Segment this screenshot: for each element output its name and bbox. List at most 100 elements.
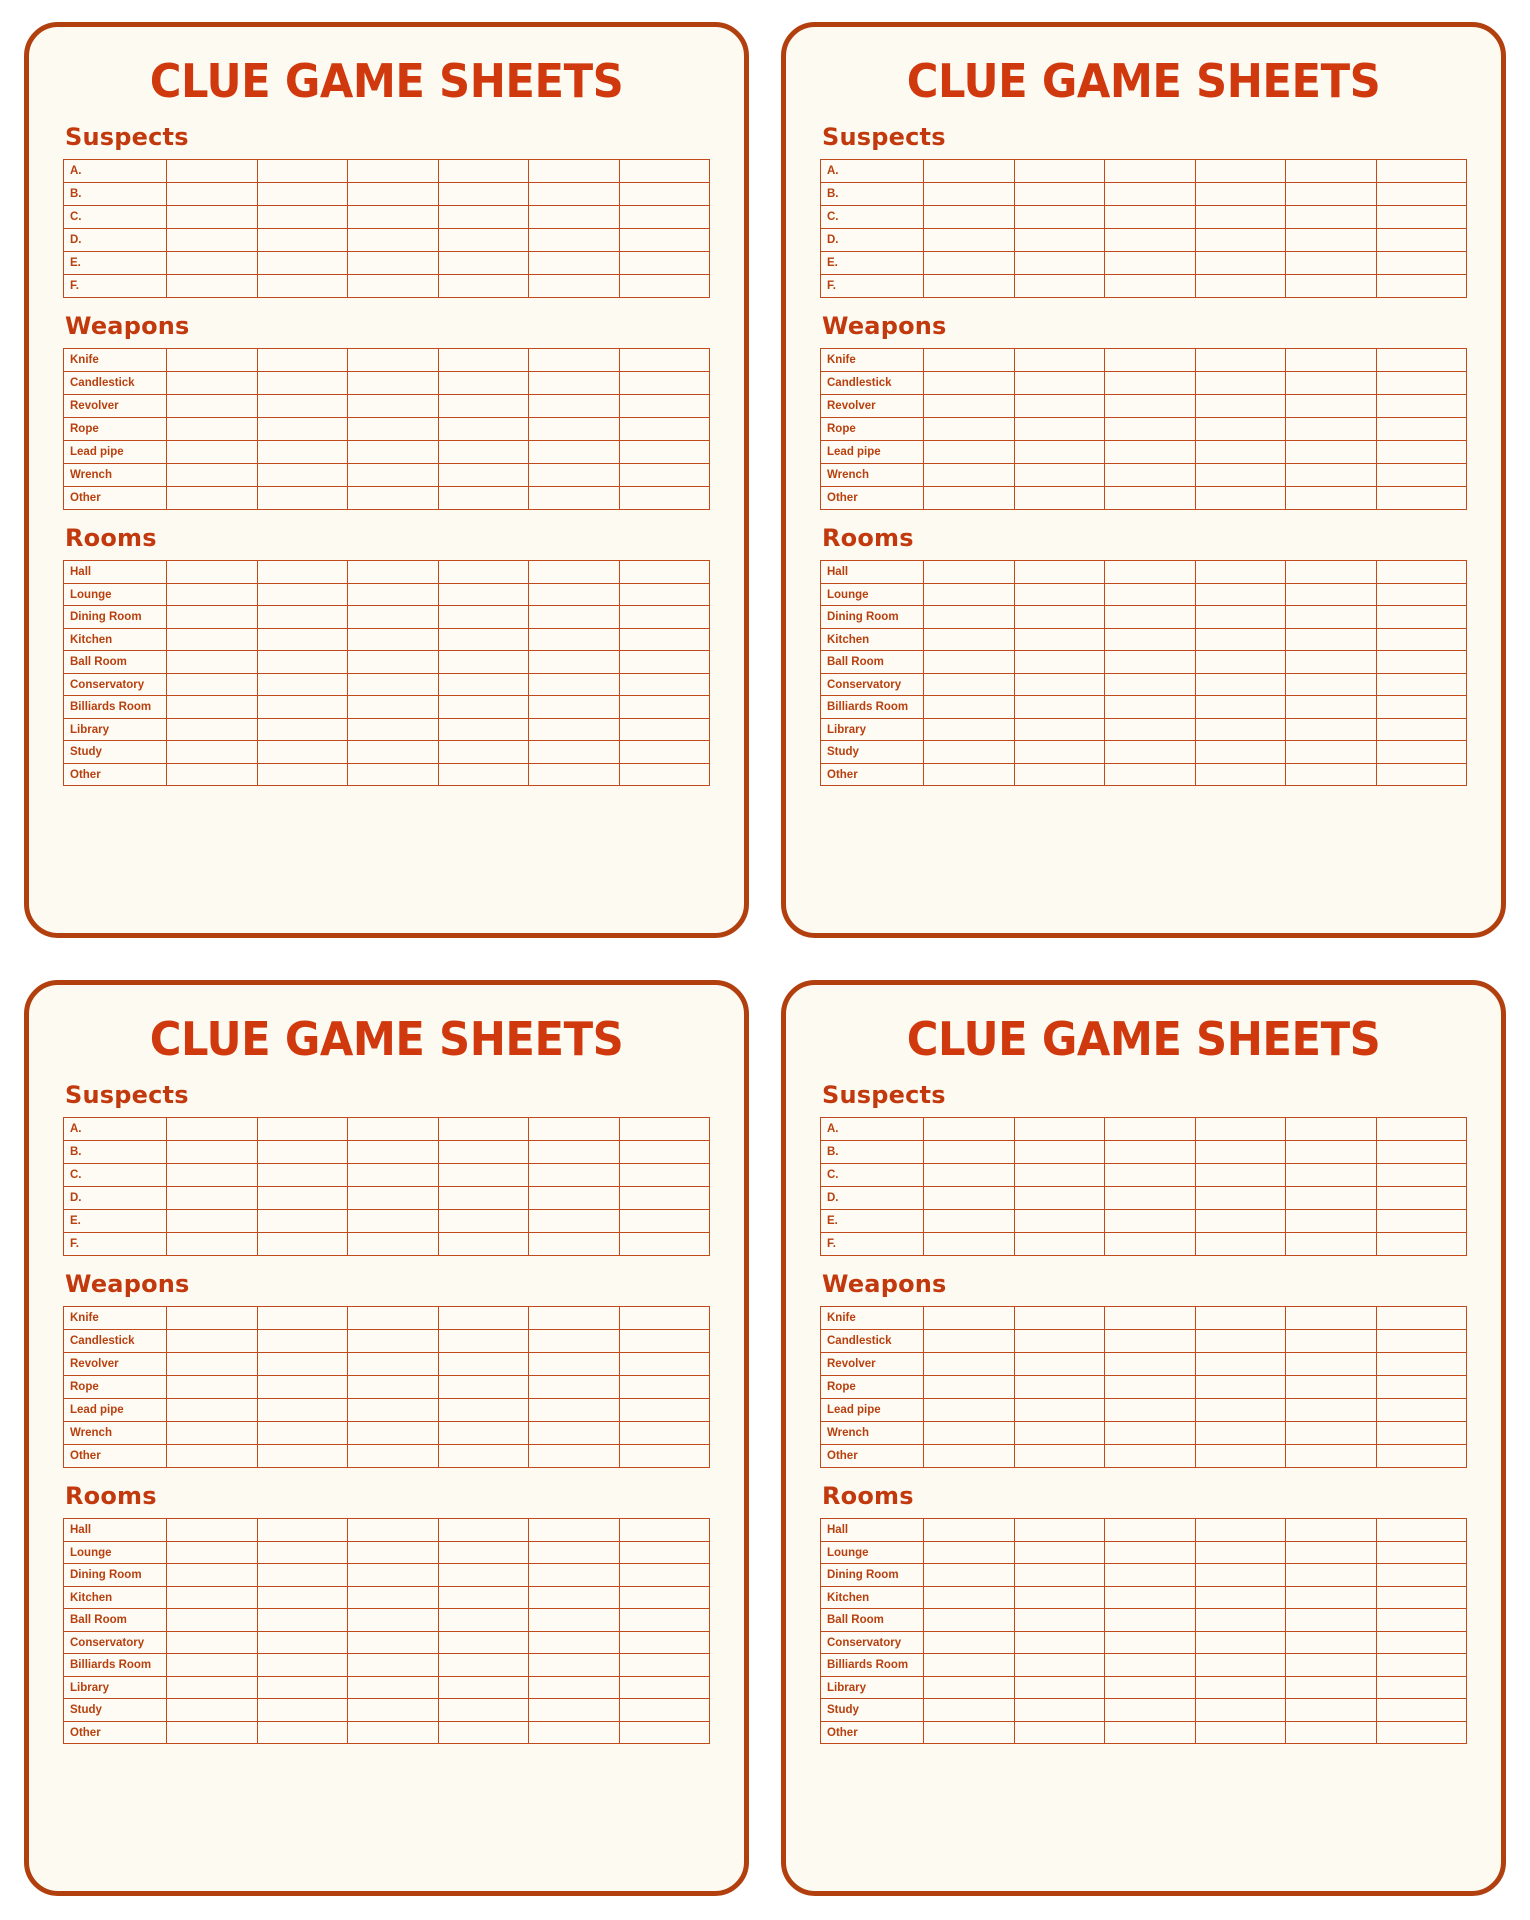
check-cell[interactable]: [528, 1675, 620, 1700]
check-cell[interactable]: [1285, 1630, 1377, 1655]
check-cell[interactable]: [1013, 463, 1106, 488]
check-cell[interactable]: [1375, 1329, 1468, 1354]
check-cell[interactable]: [1285, 627, 1377, 652]
check-cell[interactable]: [1013, 560, 1106, 584]
check-cell[interactable]: [1104, 627, 1196, 652]
check-cell[interactable]: [1104, 1444, 1196, 1469]
check-cell[interactable]: [1104, 1140, 1196, 1165]
check-cell[interactable]: [347, 251, 439, 276]
check-cell[interactable]: [1194, 371, 1287, 396]
check-cell[interactable]: [256, 1653, 349, 1677]
check-cell[interactable]: [1285, 1232, 1377, 1257]
check-cell[interactable]: [1285, 1209, 1377, 1234]
check-cell[interactable]: [923, 672, 1015, 697]
check-cell[interactable]: [437, 695, 530, 719]
check-cell[interactable]: [923, 1563, 1015, 1587]
check-cell[interactable]: [1104, 1585, 1196, 1610]
check-cell[interactable]: [347, 274, 439, 299]
check-cell[interactable]: [166, 627, 258, 652]
check-cell[interactable]: [437, 1232, 530, 1257]
check-cell[interactable]: [437, 560, 530, 584]
check-cell[interactable]: [1375, 1675, 1468, 1700]
check-cell[interactable]: [256, 1163, 349, 1188]
check-cell[interactable]: [347, 1540, 439, 1565]
check-cell[interactable]: [1375, 1306, 1468, 1331]
check-cell[interactable]: [166, 1306, 258, 1331]
check-cell[interactable]: [437, 371, 530, 396]
check-cell[interactable]: [1285, 1375, 1377, 1400]
check-cell[interactable]: [1194, 627, 1287, 652]
check-cell[interactable]: [1013, 1117, 1106, 1142]
check-cell[interactable]: [347, 440, 439, 465]
check-cell[interactable]: [923, 417, 1015, 442]
check-cell[interactable]: [256, 1352, 349, 1377]
check-cell[interactable]: [1285, 182, 1377, 207]
check-cell[interactable]: [1194, 1653, 1287, 1677]
check-cell[interactable]: [347, 1608, 439, 1632]
check-cell[interactable]: [528, 159, 620, 184]
check-cell[interactable]: [1013, 582, 1106, 607]
check-cell[interactable]: [256, 1306, 349, 1331]
check-cell[interactable]: [1104, 1163, 1196, 1188]
check-cell[interactable]: [618, 560, 711, 584]
check-cell[interactable]: [618, 1117, 711, 1142]
check-cell[interactable]: [166, 1352, 258, 1377]
check-cell[interactable]: [618, 417, 711, 442]
check-cell[interactable]: [1013, 1675, 1106, 1700]
check-cell[interactable]: [1375, 1518, 1468, 1542]
check-cell[interactable]: [1104, 440, 1196, 465]
check-cell[interactable]: [1285, 251, 1377, 276]
check-cell[interactable]: [256, 1232, 349, 1257]
check-cell[interactable]: [166, 417, 258, 442]
check-cell[interactable]: [528, 1630, 620, 1655]
check-cell[interactable]: [1285, 560, 1377, 584]
check-cell[interactable]: [1375, 717, 1468, 742]
check-cell[interactable]: [528, 1375, 620, 1400]
check-cell[interactable]: [528, 582, 620, 607]
check-cell[interactable]: [923, 1720, 1015, 1745]
check-cell[interactable]: [437, 1653, 530, 1677]
check-cell[interactable]: [1104, 371, 1196, 396]
check-cell[interactable]: [256, 159, 349, 184]
check-cell[interactable]: [618, 394, 711, 419]
check-cell[interactable]: [437, 1209, 530, 1234]
check-cell[interactable]: [1104, 582, 1196, 607]
check-cell[interactable]: [618, 762, 711, 787]
check-cell[interactable]: [923, 1630, 1015, 1655]
check-cell[interactable]: [166, 1563, 258, 1587]
check-cell[interactable]: [618, 1375, 711, 1400]
check-cell[interactable]: [528, 274, 620, 299]
check-cell[interactable]: [1013, 1375, 1106, 1400]
check-cell[interactable]: [437, 1306, 530, 1331]
check-cell[interactable]: [1013, 1352, 1106, 1377]
check-cell[interactable]: [923, 627, 1015, 652]
check-cell[interactable]: [1013, 1698, 1106, 1722]
check-cell[interactable]: [256, 695, 349, 719]
check-cell[interactable]: [1104, 182, 1196, 207]
check-cell[interactable]: [347, 650, 439, 674]
check-cell[interactable]: [1194, 1675, 1287, 1700]
check-cell[interactable]: [618, 348, 711, 373]
check-cell[interactable]: [437, 740, 530, 764]
check-cell[interactable]: [618, 228, 711, 253]
check-cell[interactable]: [256, 1608, 349, 1632]
check-cell[interactable]: [1104, 1375, 1196, 1400]
check-cell[interactable]: [347, 1375, 439, 1400]
check-cell[interactable]: [437, 672, 530, 697]
check-cell[interactable]: [1194, 740, 1287, 764]
check-cell[interactable]: [1194, 348, 1287, 373]
check-cell[interactable]: [1285, 1306, 1377, 1331]
check-cell[interactable]: [923, 605, 1015, 629]
check-cell[interactable]: [1375, 1140, 1468, 1165]
check-cell[interactable]: [1285, 1421, 1377, 1446]
check-cell[interactable]: [923, 251, 1015, 276]
check-cell[interactable]: [618, 1563, 711, 1587]
check-cell[interactable]: [437, 1186, 530, 1211]
check-cell[interactable]: [1375, 440, 1468, 465]
check-cell[interactable]: [1194, 582, 1287, 607]
check-cell[interactable]: [923, 1140, 1015, 1165]
check-cell[interactable]: [1194, 762, 1287, 787]
check-cell[interactable]: [528, 394, 620, 419]
check-cell[interactable]: [256, 440, 349, 465]
check-cell[interactable]: [1375, 463, 1468, 488]
